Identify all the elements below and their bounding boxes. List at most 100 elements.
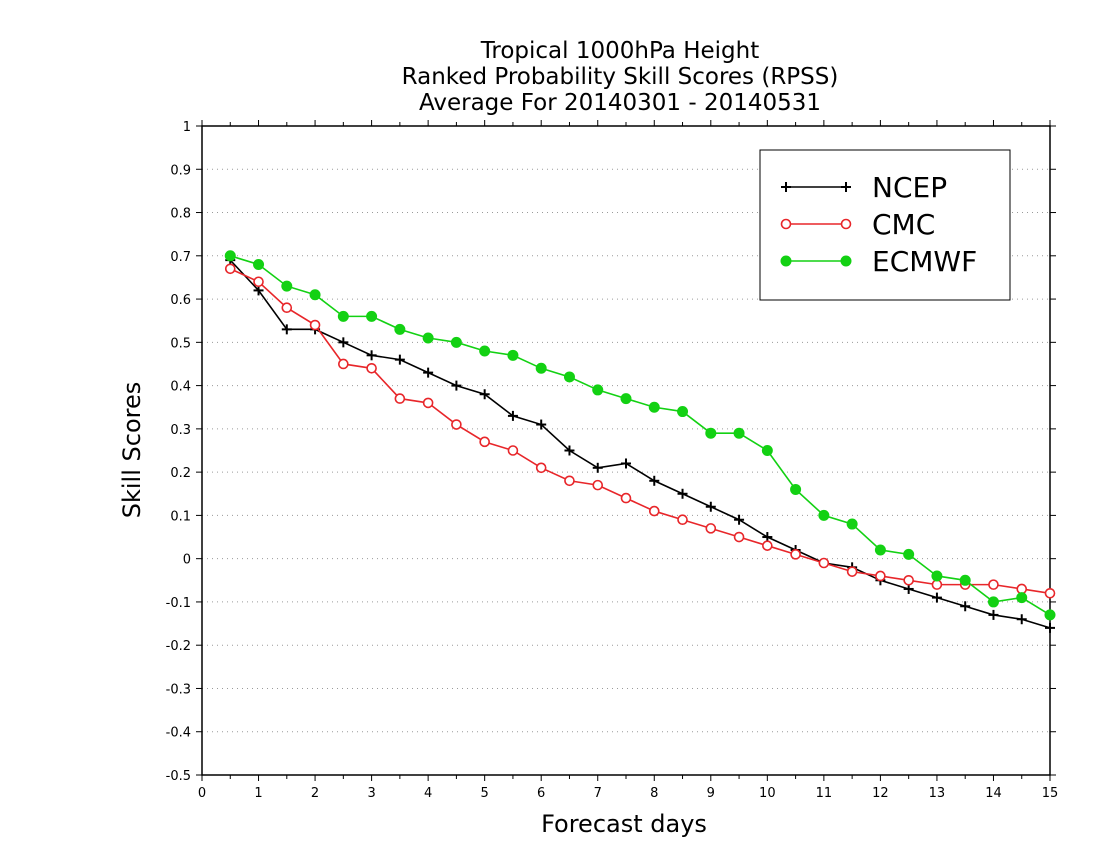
x-tick-label-4: 4 bbox=[424, 786, 432, 801]
data-point-cmc-10 bbox=[507, 445, 519, 456]
x-tick-label-5: 5 bbox=[481, 786, 489, 801]
chart-title-line-2: Ranked Probability Skill Scores (RPSS) bbox=[402, 64, 839, 90]
legend-marker-end-ncep bbox=[841, 182, 851, 192]
data-point-ecmwf-8 bbox=[450, 336, 462, 348]
series-ecmwf bbox=[224, 250, 1056, 621]
y-tick-label-3: -0.2 bbox=[166, 639, 191, 654]
data-point-cmc-23 bbox=[875, 570, 886, 582]
data-point-ecmwf-19 bbox=[761, 445, 773, 456]
x-tick-label-15: 15 bbox=[1042, 786, 1059, 801]
data-point-ncep-11 bbox=[536, 419, 547, 430]
data-point-cmc-12 bbox=[564, 475, 575, 487]
legend-box bbox=[759, 149, 1011, 301]
data-point-ncep-16 bbox=[677, 488, 688, 499]
y-tick-label-0: -0.5 bbox=[166, 769, 191, 784]
plot-series bbox=[224, 250, 1056, 633]
data-point-cmc-20 bbox=[790, 549, 801, 560]
data-point-ecmwf-13 bbox=[592, 384, 604, 396]
data-point-ncep-6 bbox=[394, 354, 405, 365]
data-point-cmc-17 bbox=[705, 523, 717, 534]
y-tick-label-1: -0.4 bbox=[166, 726, 191, 741]
data-point-ecmwf-0 bbox=[224, 250, 236, 262]
data-point-ecmwf-27 bbox=[987, 596, 999, 608]
x-tick-label-0: 0 bbox=[198, 786, 206, 801]
data-point-ecmwf-29 bbox=[1044, 609, 1056, 621]
data-point-ecmwf-6 bbox=[394, 323, 406, 335]
x-tick-label-14: 14 bbox=[985, 786, 1002, 801]
data-point-ecmwf-15 bbox=[648, 401, 660, 413]
legend-label-ncep: NCEP bbox=[872, 171, 947, 204]
data-point-ecmwf-12 bbox=[563, 371, 575, 383]
y-tick-label-14: 0.9 bbox=[170, 163, 191, 178]
data-point-ecmwf-3 bbox=[309, 289, 321, 301]
legend-marker-start-ncep bbox=[781, 182, 791, 192]
data-point-cmc-11 bbox=[535, 462, 547, 474]
x-tick-label-6: 6 bbox=[537, 786, 545, 801]
data-point-cmc-1 bbox=[253, 276, 264, 288]
legend-label-ecmwf: ECMWF bbox=[872, 245, 977, 278]
data-point-ncep-17 bbox=[705, 501, 716, 512]
y-tick-label-8: 0.3 bbox=[170, 423, 191, 438]
y-tick-label-5: 0 bbox=[183, 553, 191, 568]
data-point-ecmwf-16 bbox=[677, 406, 689, 418]
data-point-ncep-14 bbox=[621, 458, 631, 469]
x-tick-label-2: 2 bbox=[311, 786, 319, 801]
data-point-cmc-3 bbox=[309, 319, 321, 331]
data-point-cmc-19 bbox=[762, 540, 773, 551]
x-tick-label-12: 12 bbox=[872, 786, 889, 801]
data-point-ncep-29 bbox=[1045, 622, 1055, 633]
legend-marker-start-ecmwf bbox=[780, 255, 792, 267]
data-point-cmc-27 bbox=[988, 579, 999, 590]
chart-title-line-1: Tropical 1000hPa Height bbox=[480, 38, 760, 64]
data-point-cmc-6 bbox=[394, 393, 406, 404]
data-point-cmc-13 bbox=[592, 479, 604, 491]
data-point-ecmwf-14 bbox=[620, 393, 632, 405]
x-tick-label-11: 11 bbox=[816, 786, 833, 801]
data-point-cmc-21 bbox=[818, 557, 830, 569]
data-point-ncep-28 bbox=[1016, 614, 1027, 625]
legend-marker-start-cmc bbox=[780, 218, 792, 230]
data-point-cmc-15 bbox=[648, 505, 660, 517]
data-point-ecmwf-21 bbox=[818, 509, 830, 521]
data-point-cmc-2 bbox=[281, 302, 293, 314]
x-tick-label-3: 3 bbox=[367, 786, 375, 801]
data-point-ncep-13 bbox=[592, 462, 603, 473]
data-point-ncep-4 bbox=[338, 337, 349, 348]
data-point-ncep-5 bbox=[366, 350, 377, 361]
data-point-cmc-18 bbox=[733, 531, 745, 543]
legend-label-cmc: CMC bbox=[872, 208, 935, 241]
y-tick-label-9: 0.4 bbox=[170, 380, 191, 395]
data-point-ecmwf-4 bbox=[337, 310, 349, 322]
y-axis-label: Skill Scores bbox=[118, 382, 146, 519]
data-point-cmc-24 bbox=[903, 574, 914, 586]
data-point-cmc-28 bbox=[1016, 583, 1028, 595]
y-tick-label-6: 0.1 bbox=[170, 509, 191, 524]
axes: -0.5 -0.4 -0.3 -0.2 -0.1 0 0.1 0.2 0.3 0.4 0.5 0.6 0… bbox=[166, 120, 1059, 801]
x-tick-label-10: 10 bbox=[759, 786, 776, 801]
x-tick-label-1: 1 bbox=[254, 786, 262, 801]
data-point-ecmwf-26 bbox=[959, 574, 971, 586]
data-point-ncep-8 bbox=[451, 380, 462, 391]
y-tick-label-12: 0.7 bbox=[170, 250, 191, 265]
data-point-cmc-0 bbox=[224, 263, 236, 275]
y-tick-label-2: -0.3 bbox=[166, 682, 191, 697]
data-point-cmc-14 bbox=[620, 492, 632, 504]
data-point-ecmwf-23 bbox=[874, 544, 886, 556]
x-tick-label-7: 7 bbox=[594, 786, 602, 801]
data-point-ecmwf-5 bbox=[366, 310, 378, 322]
data-point-ecmwf-17 bbox=[705, 427, 717, 439]
data-point-ncep-7 bbox=[423, 367, 434, 378]
data-point-ncep-24 bbox=[903, 583, 914, 594]
series-ncep bbox=[225, 255, 1055, 633]
legend-marker-end-ecmwf bbox=[840, 255, 852, 267]
data-point-ncep-18 bbox=[734, 514, 745, 525]
series-line-ncep bbox=[229, 259, 1051, 629]
series-cmc bbox=[224, 263, 1056, 599]
data-point-ncep-1 bbox=[253, 285, 264, 296]
data-point-ecmwf-28 bbox=[1016, 592, 1028, 604]
y-tick-label-11: 0.6 bbox=[170, 293, 191, 308]
data-point-ncep-9 bbox=[479, 389, 490, 400]
y-tick-label-10: 0.5 bbox=[170, 336, 191, 351]
data-point-cmc-4 bbox=[338, 358, 349, 370]
